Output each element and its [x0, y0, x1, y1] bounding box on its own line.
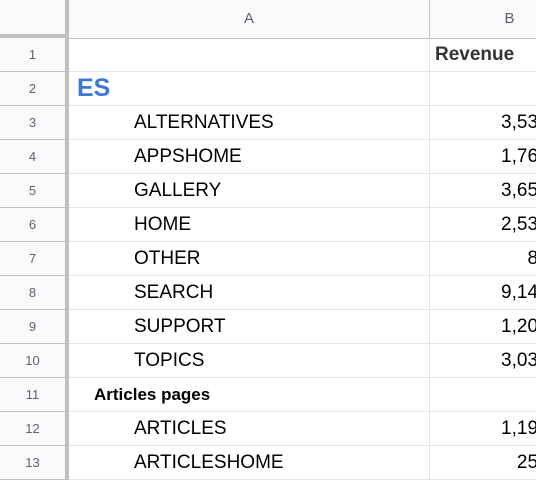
table-row: 1 Revenue — [0, 38, 536, 72]
revenue-value: 1,767,13 — [501, 146, 536, 167]
cell[interactable] — [69, 38, 430, 72]
cell-page-name[interactable]: ARTICLES — [69, 412, 430, 446]
cell-page-name[interactable]: OTHER — [69, 242, 430, 276]
revenue-value: 80,85 — [527, 248, 536, 269]
column-header-b[interactable]: B — [430, 0, 536, 38]
cell-revenue[interactable]: 1,208,52 — [430, 310, 536, 344]
row-header[interactable]: 2 — [0, 72, 69, 106]
cell-page-name[interactable]: TOPICS — [69, 344, 430, 378]
cell-page-name[interactable]: SEARCH — [69, 276, 430, 310]
revenue-value: 3,651,91 — [501, 180, 536, 201]
revenue-value: 1,208,52 — [501, 316, 536, 337]
row-header[interactable]: 3 — [0, 106, 69, 140]
row-header[interactable]: 7 — [0, 242, 69, 276]
table-row: 2 ES — [0, 72, 536, 106]
cell-revenue[interactable]: 3,651,91 — [430, 174, 536, 208]
cell-revenue[interactable]: 3,533,78 — [430, 106, 536, 140]
row-header[interactable]: 5 — [0, 174, 69, 208]
cell-revenue[interactable]: 2,532,15 — [430, 208, 536, 242]
cell-page-name[interactable]: ALTERNATIVES — [69, 106, 430, 140]
cell-revenue[interactable] — [430, 378, 536, 412]
revenue-value: 1,191,09 — [501, 418, 536, 439]
revenue-value: 3,533,78 — [501, 112, 536, 133]
cell-revenue[interactable] — [430, 72, 536, 106]
cell-page-name[interactable]: GALLERY — [69, 174, 430, 208]
row-header[interactable]: 13 — [0, 446, 69, 480]
cell-page-name[interactable]: APPSHOME — [69, 140, 430, 174]
revenue-value: 9,147,51 — [501, 282, 536, 303]
row-header[interactable]: 4 — [0, 140, 69, 174]
row-header[interactable]: 8 — [0, 276, 69, 310]
cell-revenue[interactable]: 9,147,51 — [430, 276, 536, 310]
row-header[interactable]: 11 — [0, 378, 69, 412]
revenue-value: 2,532,15 — [501, 214, 536, 235]
cell-revenue[interactable]: 80,85 — [430, 242, 536, 276]
table-row: 11 Articles pages — [0, 378, 536, 412]
cell-revenue[interactable]: 1,767,13 — [430, 140, 536, 174]
cell-page-name[interactable]: SUPPORT — [69, 310, 430, 344]
row-header[interactable]: 12 — [0, 412, 69, 446]
cell-revenue[interactable]: 1,191,09 — [430, 412, 536, 446]
revenue-value: 253,35 — [516, 452, 536, 473]
cell-revenue[interactable]: 253,35 — [430, 446, 536, 480]
cell-page-name[interactable]: Articles pages — [69, 378, 430, 412]
row-header[interactable]: 1 — [0, 38, 69, 72]
column-header-a[interactable]: A — [69, 0, 430, 38]
cell-page-name[interactable]: ARTICLESHOME — [69, 446, 430, 480]
select-all-corner[interactable] — [0, 0, 69, 38]
revenue-value: 3,038,57 — [501, 350, 536, 371]
row-header[interactable]: 6 — [0, 208, 69, 242]
row-header[interactable]: 10 — [0, 344, 69, 378]
cell-revenue[interactable]: 3,038,57 — [430, 344, 536, 378]
cell-revenue-header[interactable]: Revenue — [435, 44, 515, 65]
cell-page-name[interactable]: HOME — [69, 208, 430, 242]
column-header-bar: A B — [0, 0, 536, 39]
row-header[interactable]: 9 — [0, 310, 69, 344]
cell-page-name[interactable]: ES — [69, 72, 430, 106]
